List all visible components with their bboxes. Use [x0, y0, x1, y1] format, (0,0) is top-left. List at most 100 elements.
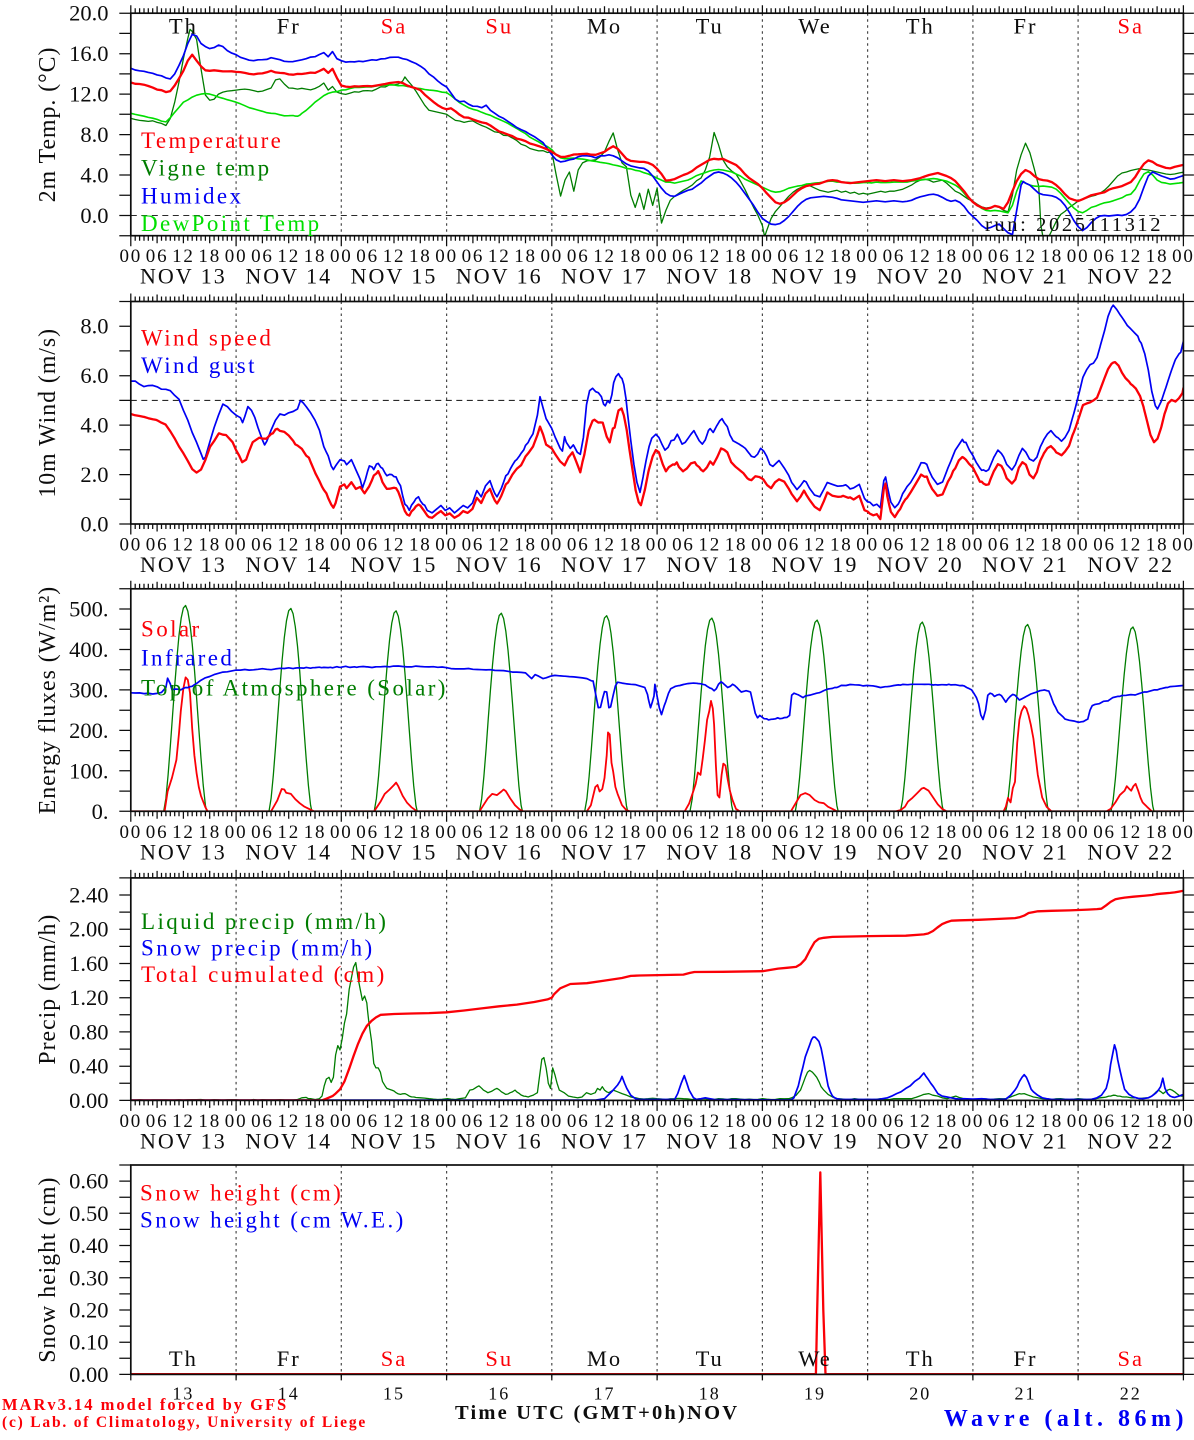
svg-text:0.0: 0.0: [80, 203, 108, 228]
svg-text:06: 06: [988, 535, 1011, 556]
svg-text:12: 12: [1119, 246, 1142, 267]
svg-text:06: 06: [777, 822, 800, 843]
svg-text:0.: 0.: [92, 799, 109, 824]
svg-text:18: 18: [619, 246, 642, 267]
svg-text:18: 18: [699, 1383, 721, 1403]
svg-text:00: 00: [1067, 822, 1090, 843]
svg-text:NOV 19: NOV 19: [772, 552, 859, 577]
svg-text:0.0: 0.0: [80, 512, 108, 537]
svg-text:12: 12: [698, 535, 721, 556]
svg-text:Top of Atmosphere (Solar): Top of Atmosphere (Solar): [141, 675, 448, 700]
svg-text:12: 12: [383, 1111, 406, 1132]
svg-text:NOV 15: NOV 15: [351, 1128, 438, 1153]
svg-text:NOV 22: NOV 22: [1087, 1128, 1174, 1153]
svg-text:06: 06: [251, 822, 274, 843]
svg-text:run: 2025111312: run: 2025111312: [985, 214, 1163, 236]
svg-text:21: 21: [1015, 1383, 1037, 1403]
svg-text:06: 06: [356, 1111, 379, 1132]
svg-text:NOV 21: NOV 21: [982, 839, 1069, 864]
svg-text:00: 00: [435, 1111, 458, 1132]
svg-text:NOV 21: NOV 21: [982, 1128, 1069, 1153]
svg-text:18: 18: [198, 822, 221, 843]
svg-text:0.00: 0.00: [69, 1088, 108, 1113]
svg-text:06: 06: [251, 246, 274, 267]
svg-text:NOV 18: NOV 18: [666, 552, 753, 577]
svg-text:00: 00: [962, 535, 985, 556]
svg-text:00: 00: [435, 246, 458, 267]
svg-text:18: 18: [198, 246, 221, 267]
svg-text:06: 06: [988, 1111, 1011, 1132]
svg-text:18: 18: [830, 246, 853, 267]
svg-text:00: 00: [225, 246, 248, 267]
svg-text:18: 18: [409, 1111, 432, 1132]
svg-text:18: 18: [725, 535, 748, 556]
svg-text:200.: 200.: [69, 718, 108, 743]
svg-text:Mo: Mo: [587, 1346, 622, 1371]
svg-text:06: 06: [356, 535, 379, 556]
svg-text:06: 06: [462, 1111, 485, 1132]
svg-text:00: 00: [751, 535, 774, 556]
svg-text:06: 06: [567, 535, 590, 556]
svg-text:00: 00: [330, 1111, 353, 1132]
svg-text:12: 12: [172, 246, 195, 267]
svg-text:400.: 400.: [69, 637, 108, 662]
svg-text:06: 06: [462, 535, 485, 556]
svg-text:18: 18: [409, 535, 432, 556]
svg-text:18: 18: [830, 822, 853, 843]
svg-text:2.00: 2.00: [69, 917, 108, 942]
svg-text:Tu: Tu: [696, 1346, 724, 1371]
svg-text:06: 06: [988, 246, 1011, 267]
svg-text:300.: 300.: [69, 677, 108, 702]
svg-text:NOV 17: NOV 17: [561, 552, 648, 577]
svg-text:NOV 14: NOV 14: [245, 839, 332, 864]
svg-text:2.0: 2.0: [80, 462, 108, 487]
svg-text:00: 00: [540, 535, 563, 556]
svg-text:12: 12: [277, 535, 300, 556]
svg-text:Snow precip (mm/h): Snow precip (mm/h): [141, 936, 375, 961]
svg-text:12: 12: [593, 1111, 616, 1132]
svg-text:18: 18: [304, 535, 327, 556]
svg-text:20.0: 20.0: [69, 1, 108, 26]
svg-text:12: 12: [1119, 1111, 1142, 1132]
svg-text:00: 00: [225, 822, 248, 843]
svg-text:Time UTC (GMT+0h)NOV: Time UTC (GMT+0h)NOV: [455, 1402, 739, 1424]
svg-text:12: 12: [698, 246, 721, 267]
svg-text:We: We: [798, 14, 831, 39]
svg-text:18: 18: [619, 535, 642, 556]
svg-text:06: 06: [1093, 1111, 1116, 1132]
svg-text:NOV 15: NOV 15: [351, 552, 438, 577]
svg-text:NOV 20: NOV 20: [877, 264, 964, 289]
svg-text:Th: Th: [169, 14, 198, 39]
svg-text:NOV 17: NOV 17: [561, 839, 648, 864]
svg-text:NOV 19: NOV 19: [772, 264, 859, 289]
svg-text:12: 12: [804, 535, 827, 556]
svg-text:12: 12: [277, 1111, 300, 1132]
svg-text:Humidex: Humidex: [141, 184, 243, 209]
svg-text:12: 12: [277, 822, 300, 843]
svg-text:18: 18: [514, 822, 537, 843]
svg-text:Fr: Fr: [1013, 14, 1037, 39]
svg-text:18: 18: [725, 1111, 748, 1132]
svg-text:1.20: 1.20: [69, 985, 108, 1010]
svg-text:00: 00: [856, 246, 879, 267]
svg-text:12: 12: [383, 246, 406, 267]
svg-text:Vigne temp: Vigne temp: [141, 156, 272, 181]
svg-text:NOV 18: NOV 18: [666, 1128, 753, 1153]
svg-text:12: 12: [172, 822, 195, 843]
svg-text:12: 12: [698, 1111, 721, 1132]
svg-text:18: 18: [619, 822, 642, 843]
svg-text:18: 18: [1146, 246, 1169, 267]
svg-text:12: 12: [804, 822, 827, 843]
svg-text:19: 19: [804, 1383, 826, 1403]
svg-text:12: 12: [488, 535, 511, 556]
svg-text:Th: Th: [906, 14, 935, 39]
svg-text:NOV 20: NOV 20: [877, 839, 964, 864]
svg-text:00: 00: [646, 535, 669, 556]
svg-text:6.0: 6.0: [80, 363, 108, 388]
svg-text:00: 00: [856, 1111, 879, 1132]
svg-text:06: 06: [883, 1111, 906, 1132]
svg-text:8.0: 8.0: [80, 122, 108, 147]
svg-text:Snow height (cm): Snow height (cm): [140, 1180, 343, 1205]
svg-text:06: 06: [883, 246, 906, 267]
svg-text:18: 18: [304, 1111, 327, 1132]
